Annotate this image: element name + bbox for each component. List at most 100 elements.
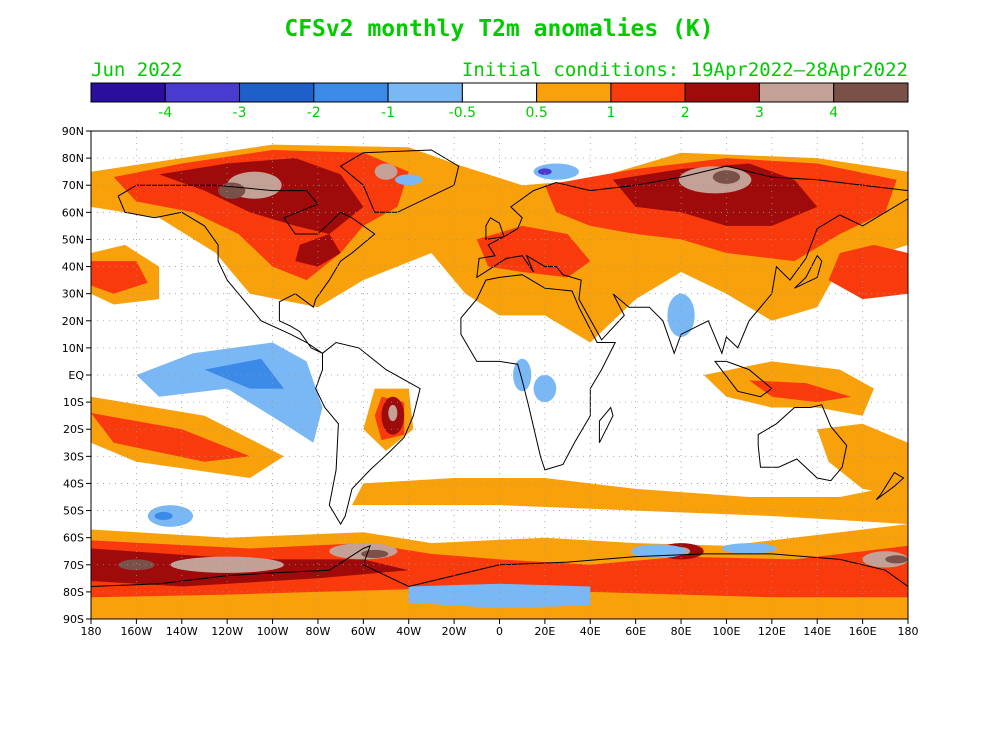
greenland-coast [339, 149, 460, 213]
latitude-label: 20N [62, 315, 84, 328]
anomaly-region [885, 555, 908, 564]
latitude-label: 80N [62, 152, 84, 165]
colorbar-swatch [239, 82, 315, 103]
anomaly-region [91, 261, 148, 294]
latitude-label: 10N [62, 342, 84, 355]
anomaly-region [388, 404, 398, 422]
south-america-coast [315, 341, 421, 526]
longitude-label: 140E [803, 625, 831, 638]
anomaly-region [712, 170, 741, 184]
anomaly-region [476, 225, 591, 278]
map-title: CFSv2 monthly T2m anomalies (K) [284, 16, 713, 42]
colorbar-swatch [833, 82, 909, 103]
colorbar-label: -3 [233, 105, 247, 121]
colorbar-label: -4 [158, 105, 172, 121]
colorbar-swatch [164, 82, 241, 103]
latitude-label: 70N [62, 179, 84, 192]
longitude-label: 0 [496, 625, 503, 638]
longitude-label: 60W [351, 625, 376, 638]
colorbar-swatch [90, 82, 166, 103]
colorbar-label: -0.5 [449, 105, 476, 121]
colorbar-label: 1 [606, 105, 615, 121]
africa-coast [460, 274, 617, 471]
anomaly-region [408, 583, 591, 609]
latitude-label: 50N [62, 233, 84, 246]
colorbar-label: 0.5 [526, 105, 548, 121]
colorbar-label: -1 [381, 105, 395, 121]
colorbar-label: 2 [681, 105, 690, 121]
latitude-axis: 90N 80N 70N 60N 50N 40N 30N 20N 10N EQ 10S 20S 30S 40… [62, 125, 91, 626]
latitude-label: 90N [62, 125, 84, 138]
longitude-label: 100W [257, 625, 289, 638]
anomaly-region [170, 556, 284, 573]
anomaly-region [218, 182, 246, 199]
longitude-label: 140W [166, 625, 198, 638]
anomaly-region [91, 413, 250, 462]
longitude-label: 80E [671, 625, 692, 638]
latitude-label: 50S [63, 505, 84, 518]
anomaly-fields [91, 144, 908, 619]
north-america-coast [117, 184, 376, 354]
longitude-label: 80W [306, 625, 331, 638]
anomaly-region [631, 544, 686, 558]
anomaly-region [817, 423, 908, 497]
gridlines [91, 131, 908, 619]
latitude-label: 80S [63, 586, 84, 599]
colorbar-label: -2 [307, 105, 321, 121]
longitude-label: 20W [442, 625, 467, 638]
anomaly-region [91, 540, 908, 598]
longitude-label: 120E [758, 625, 786, 638]
latitude-label: EQ [68, 369, 84, 382]
longitude-label: 180 [898, 625, 919, 638]
colorbar: -4 -3 -2 -1 -0.5 0.5 1 2 3 4 [90, 82, 909, 121]
colorbar-label: 3 [755, 105, 764, 121]
latitude-label: 30N [62, 288, 84, 301]
longitude-label: 60E [625, 625, 646, 638]
australia-coast [757, 404, 848, 482]
anomaly-region [533, 375, 557, 403]
anomaly-region [118, 559, 155, 571]
colorbar-swatch [387, 82, 463, 103]
latitude-label: 20S [63, 423, 84, 436]
anomaly-region [613, 163, 818, 226]
anomaly-region [295, 234, 341, 267]
anomaly-region [204, 358, 284, 389]
longitude-label: 100E [712, 625, 740, 638]
latitude-label: 90S [63, 613, 84, 626]
britain-coast [485, 217, 505, 240]
longitude-label: 120W [211, 625, 243, 638]
madagascar-coast [598, 406, 614, 444]
colorbar-swatch [758, 82, 835, 103]
longitude-axis: 180 160W 140W 120W 100W 80W 60W 40W 20W 0 20E 40E 60… [81, 619, 919, 638]
eurasia-coast [476, 165, 908, 355]
anomaly-region [136, 342, 323, 443]
latitude-label: 40N [62, 261, 84, 274]
anomaly-region [828, 244, 908, 300]
latitude-label: 60N [62, 206, 84, 219]
anomaly-region [154, 511, 173, 521]
new-zealand-coast [875, 471, 905, 501]
map-panel: 90N 80N 70N 60N 50N 40N 30N 20N 10N EQ 10S 20S 30S 40… [62, 125, 919, 638]
anomaly-region [513, 358, 532, 392]
valid-month: Jun 2022 [91, 59, 183, 81]
anomaly-region [721, 543, 777, 554]
colorbar-swatch [610, 82, 686, 103]
longitude-label: 160W [120, 625, 152, 638]
colorbar-swatch [461, 82, 538, 103]
longitude-label: 40E [580, 625, 601, 638]
colorbar-swatch [313, 82, 389, 103]
anomaly-region [538, 168, 552, 175]
japan-coast [794, 254, 823, 289]
anomaly-region [352, 478, 908, 525]
colorbar-swatch [536, 82, 612, 103]
longitude-label: 40W [396, 625, 421, 638]
longitude-label: 180 [81, 625, 102, 638]
anomaly-region [667, 293, 695, 338]
latitude-label: 40S [63, 477, 84, 490]
longitude-label: 20E [534, 625, 555, 638]
longitude-label: 160E [849, 625, 877, 638]
colorbar-swatch [684, 82, 760, 103]
latitude-label: 30S [63, 450, 84, 463]
initial-conditions: Initial conditions: 19Apr2022—28Apr2022 [462, 59, 908, 81]
